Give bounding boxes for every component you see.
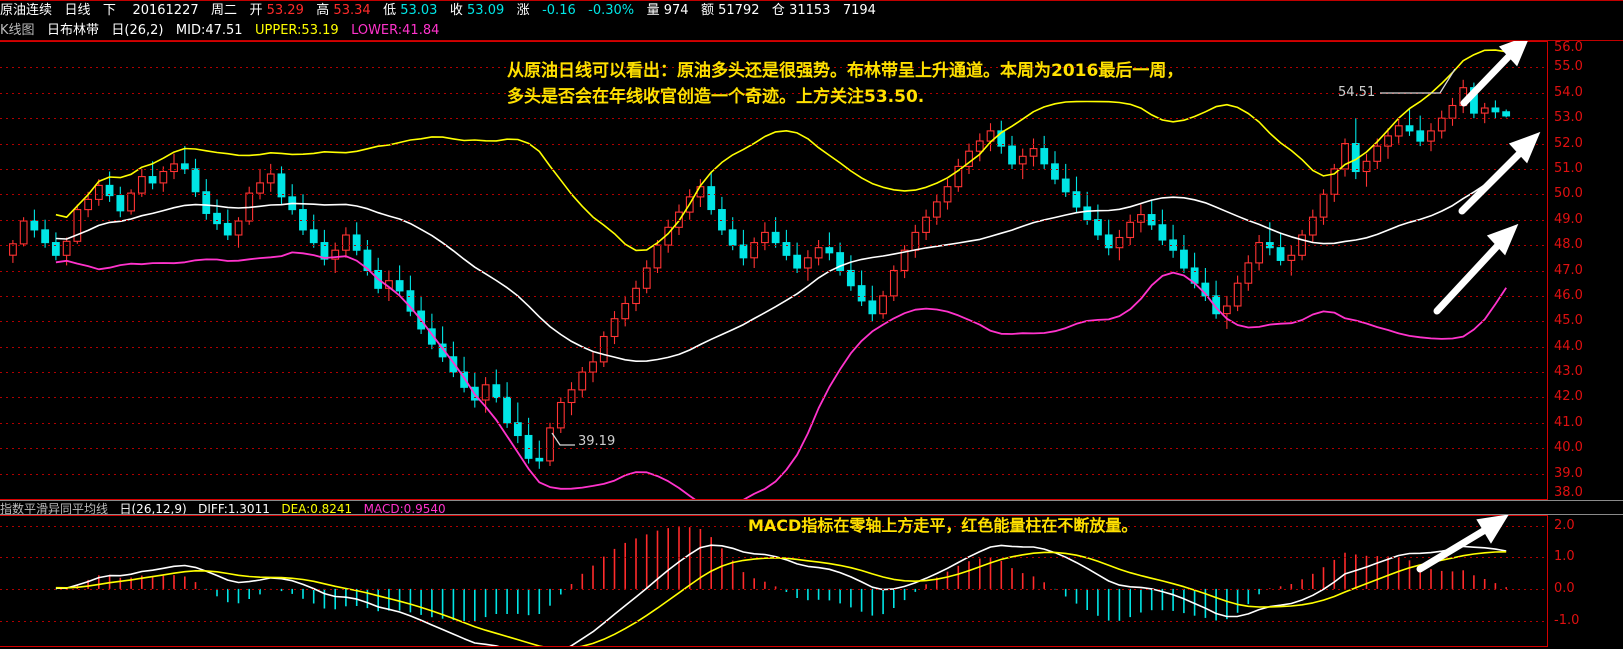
high-label: 高 xyxy=(316,3,330,18)
boll-params-label: 日(26,2) xyxy=(111,23,164,38)
price-gridline xyxy=(0,422,1547,424)
price-axis-tick-label: 52.0 xyxy=(1554,135,1583,151)
macd-axis-tick-label: 0.0 xyxy=(1554,580,1575,596)
change-percent: -0.30% xyxy=(588,3,635,18)
price-gridline xyxy=(0,372,1547,374)
macd-diff-value: DIFF:1.3011 xyxy=(198,502,270,516)
boll-upper-value: UPPER:53.19 xyxy=(255,23,339,38)
macd-gridline xyxy=(0,525,1547,527)
macd-dea-value: DEA:0.8241 xyxy=(281,502,353,516)
price-gridline xyxy=(0,118,1547,120)
quote-weekday: 周二 xyxy=(211,3,238,18)
price-gridline xyxy=(0,397,1547,399)
price-gridline xyxy=(0,194,1547,196)
price-axis-tick-label: 56.0 xyxy=(1554,40,1583,55)
price-axis-tick-label: 48.0 xyxy=(1554,237,1583,253)
open-value: 53.29 xyxy=(266,3,304,18)
open-label: 开 xyxy=(249,3,263,18)
macd-gridline xyxy=(0,588,1547,590)
price-axis-tick-label: 46.0 xyxy=(1554,287,1583,303)
price-gridline xyxy=(0,67,1547,69)
low-label: 低 xyxy=(383,3,397,18)
amount-label: 额 xyxy=(700,3,714,18)
top-border xyxy=(0,0,1623,1)
open-interest-label: 仓 xyxy=(771,3,785,18)
macd-annotation: MACD指标在零轴上方走平，红色能量柱在不断放量。 xyxy=(748,516,1138,535)
volume-label: 量 xyxy=(646,3,660,18)
price-axis-tick-label: 54.0 xyxy=(1554,84,1583,100)
price-axis-tick-label: 43.0 xyxy=(1554,364,1583,380)
price-gridline xyxy=(0,295,1547,297)
macd-axis-tick-label: 1.0 xyxy=(1554,549,1575,565)
price-axis-tick-label: 51.0 xyxy=(1554,160,1583,176)
price-annotation-line2: 多头是否会在年线收官创造一个奇迹。上方关注53.50. xyxy=(507,87,925,107)
price-axis-tick-label: 55.0 xyxy=(1554,59,1583,75)
volume-value: 974 xyxy=(663,3,689,18)
quote-date: 20161227 xyxy=(132,3,199,18)
macd-chart-pane[interactable]: 2.0 1.0 0.0 -1.0 MACD指标在零轴上方走平，红色能量柱在不断放量。 xyxy=(0,515,1623,649)
change-value: -0.16 xyxy=(542,3,576,18)
chart-type-label[interactable]: K线图 xyxy=(0,23,35,38)
instrument-name[interactable]: 原油连续 xyxy=(0,3,53,18)
amount-value: 51792 xyxy=(718,3,760,18)
high-value: 53.34 xyxy=(333,3,371,18)
price-annotation-line1: 从原油日线可以看出：原油多头还是很强势。布林带呈上升通道。本周为2016最后一周… xyxy=(507,61,1184,81)
quote-header: 原油连续 日线 下 20161227 周二 开 53.29 高 53.34 低 … xyxy=(0,1,1623,20)
price-axis-tick-label: 45.0 xyxy=(1554,313,1583,329)
header-divider xyxy=(0,40,1623,41)
pane-divider-bottom xyxy=(0,514,1623,515)
price-gridline xyxy=(0,92,1547,94)
price-axis-tick-label: 42.0 xyxy=(1554,389,1583,405)
price-axis-tick-label: 44.0 xyxy=(1554,338,1583,354)
macd-macd-value: MACD:0.9540 xyxy=(363,502,446,516)
price-gridline xyxy=(0,245,1547,247)
price-gridline xyxy=(0,321,1547,323)
price-chart-pane[interactable]: 56.0 55.0 54.0 53.0 52.0 51.0 50.0 49.0 48.0 47.0… xyxy=(0,41,1623,500)
macd-params-label: 日(26,12,9) xyxy=(119,502,187,516)
price-axis-tick-label: 39.0 xyxy=(1554,465,1583,481)
price-axis-tick-label: 38.0 xyxy=(1554,485,1583,500)
swing-low-tag: 39.19 xyxy=(578,434,616,449)
price-gridline xyxy=(0,219,1547,221)
pane-divider-top xyxy=(0,500,1623,501)
macd-axis-tick-label: 2.0 xyxy=(1554,517,1575,533)
macd-gridline xyxy=(0,620,1547,622)
price-gridline xyxy=(0,270,1547,272)
close-value: 53.09 xyxy=(467,3,505,18)
change-label: 涨 xyxy=(516,3,530,18)
price-gridline xyxy=(0,448,1547,450)
open-interest-change: 7194 xyxy=(842,3,876,18)
macd-name-label[interactable]: 指数平滑异同平均线 xyxy=(0,502,109,516)
price-gridline xyxy=(0,473,1547,475)
price-gridline xyxy=(0,143,1547,145)
swing-high-tag: 54.51 xyxy=(1338,85,1376,100)
price-axis-tick-label: 53.0 xyxy=(1554,110,1583,126)
price-gridline xyxy=(0,168,1547,170)
price-gridline xyxy=(0,346,1547,348)
price-axis-tick-label: 40.0 xyxy=(1554,440,1583,456)
price-axis-tick-label: 50.0 xyxy=(1554,186,1583,202)
boll-lower-value: LOWER:41.84 xyxy=(351,23,440,38)
period-label[interactable]: 日线 xyxy=(64,3,91,18)
boll-name-label[interactable]: 日布林带 xyxy=(46,23,99,38)
macd-axis-tick-label: -1.0 xyxy=(1554,612,1580,628)
indicator-header: K线图 日布林带 日(26,2) MID:47.51 UPPER:53.19 L… xyxy=(0,21,1623,40)
price-axis-tick-label: 41.0 xyxy=(1554,414,1583,430)
direction-label: 下 xyxy=(102,3,116,18)
macd-gridline xyxy=(0,557,1547,559)
close-label: 收 xyxy=(449,3,463,18)
low-value: 53.03 xyxy=(400,3,438,18)
open-interest-value: 31153 xyxy=(789,3,831,18)
price-axis-tick-label: 47.0 xyxy=(1554,262,1583,278)
macd-indicator-header: 指数平滑异同平均线 日(26,12,9) DIFF:1.3011 DEA:0.8… xyxy=(0,501,1623,517)
boll-mid-value: MID:47.51 xyxy=(175,23,243,38)
price-axis-tick-label: 49.0 xyxy=(1554,211,1583,227)
